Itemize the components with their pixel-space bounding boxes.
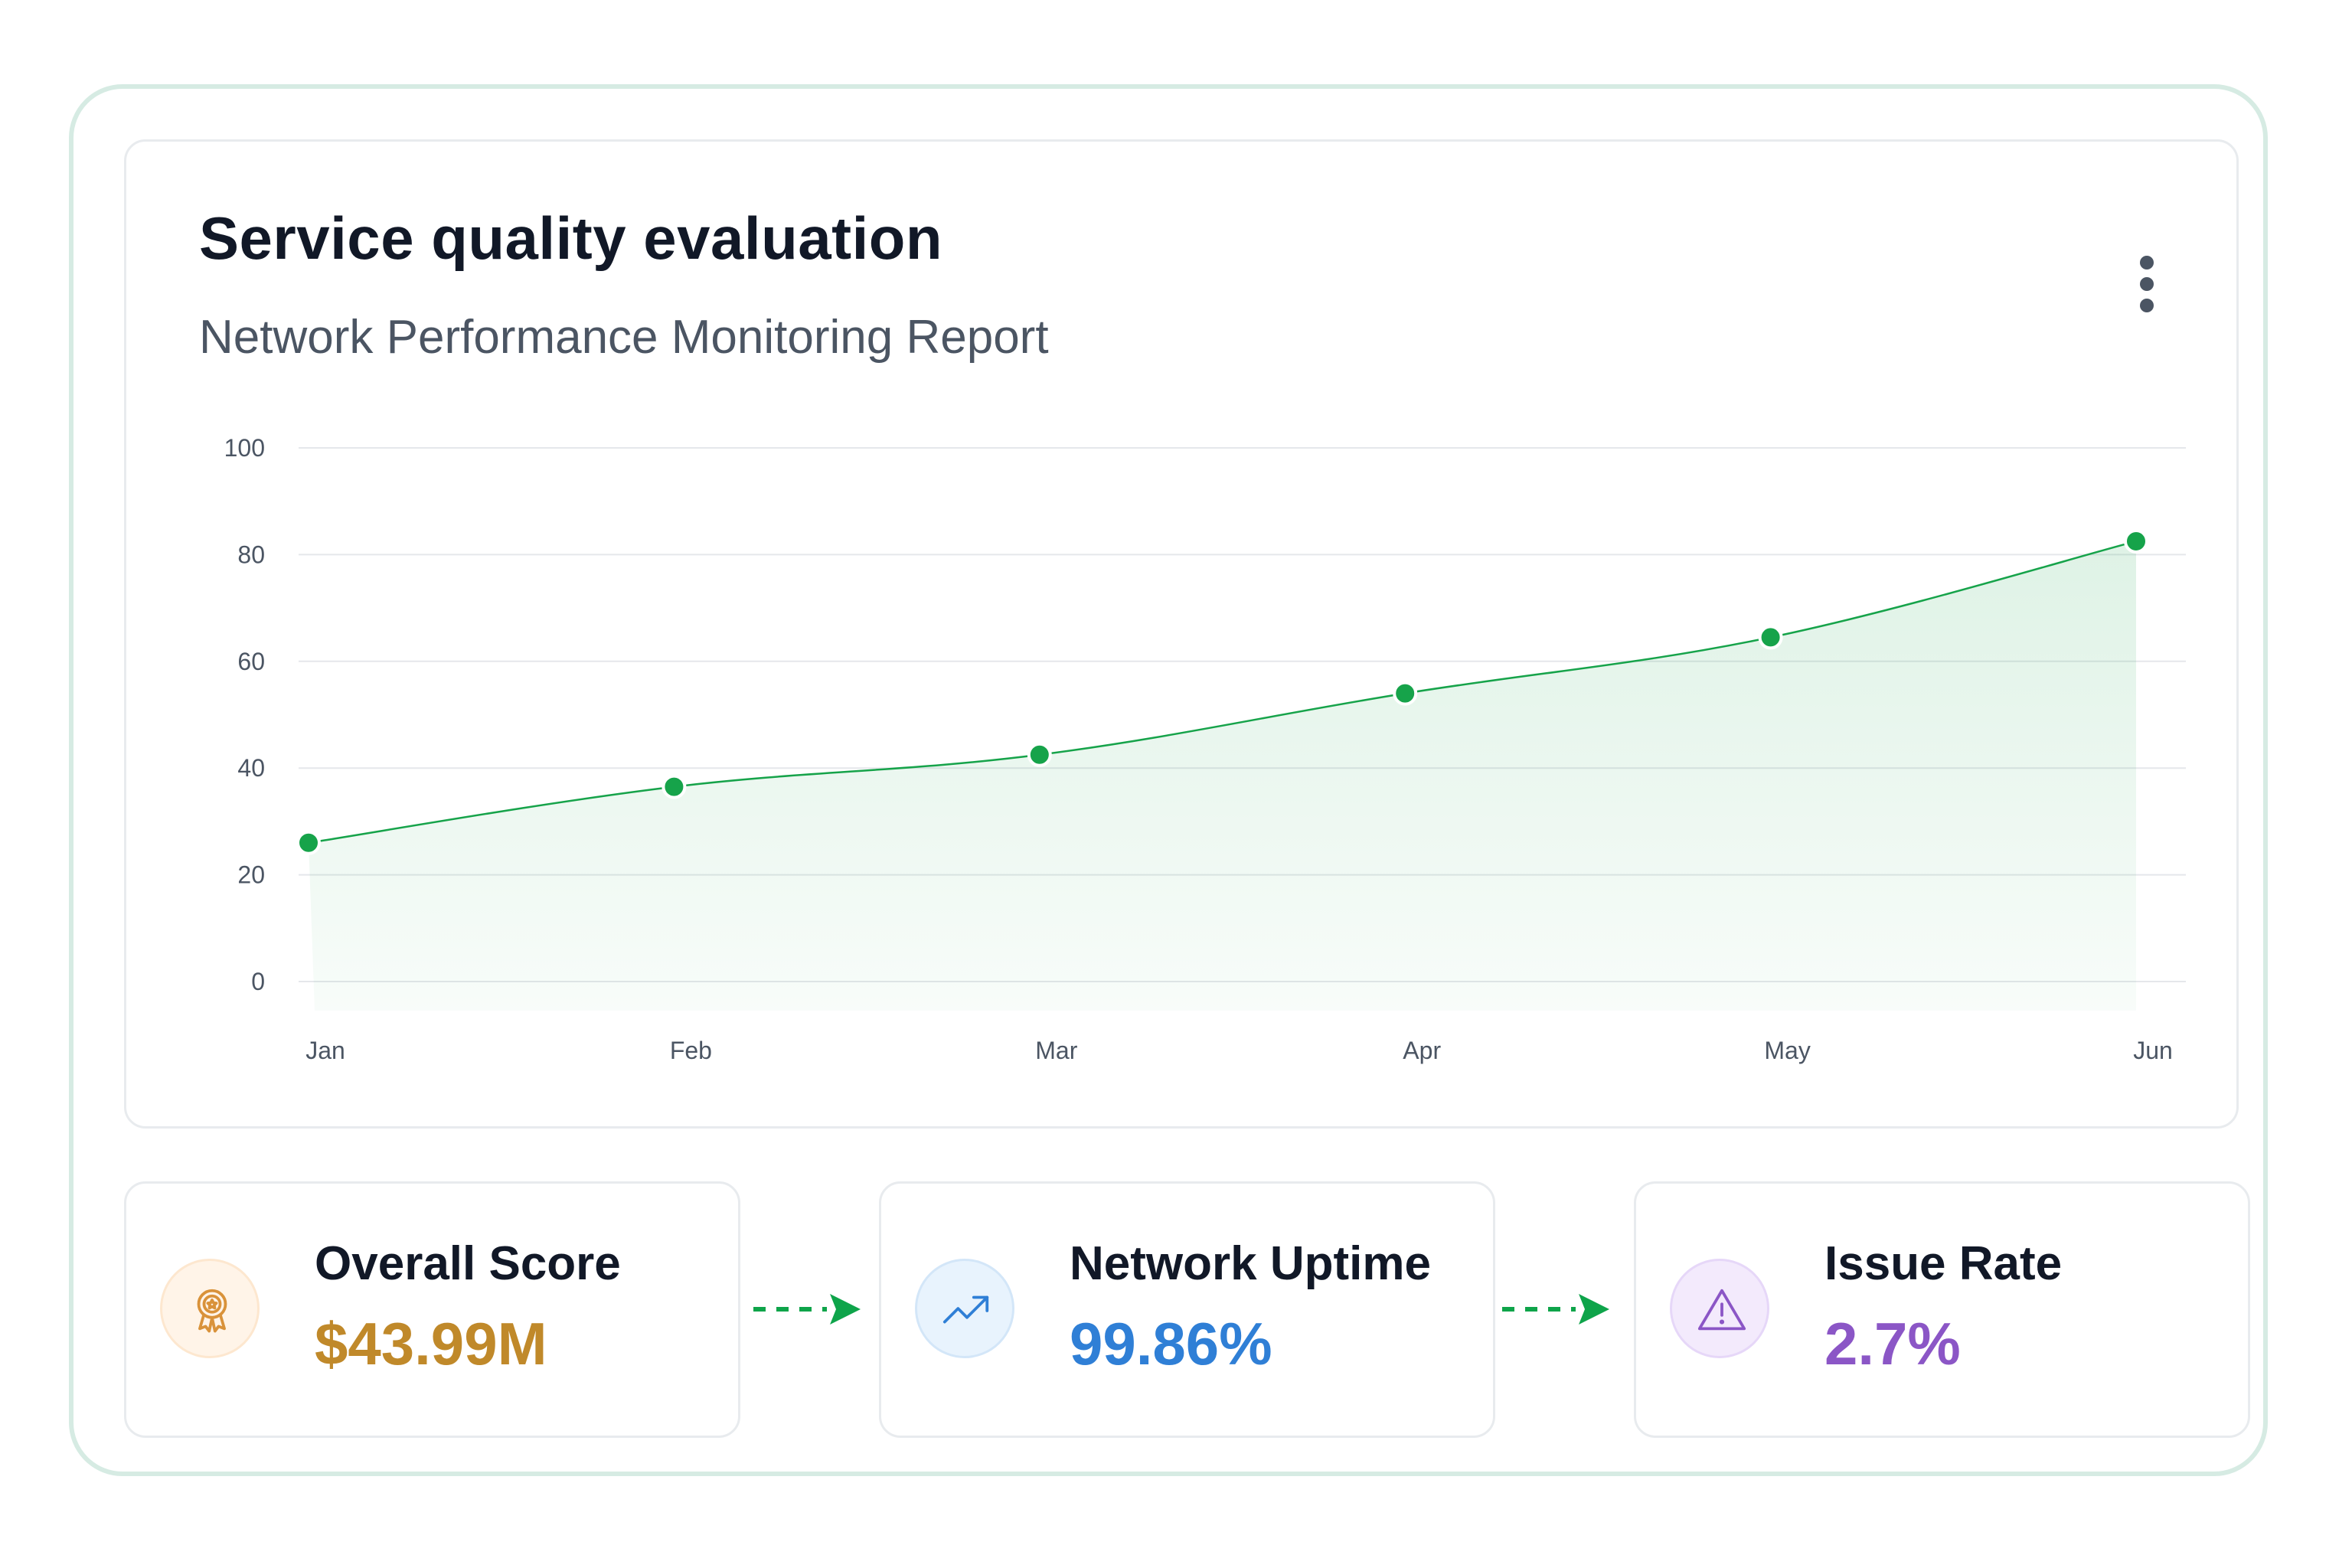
data-point[interactable] [1027, 742, 1052, 767]
x-tick-label: Jan [305, 1037, 345, 1064]
x-tick-label: Jun [2133, 1037, 2173, 1064]
chart-subtitle: Network Performance Monitoring Report [199, 311, 1049, 364]
flow-arrow-icon [1502, 1294, 1609, 1325]
stat-card-issue-rate: Issue Rate 2.7% [1634, 1181, 2250, 1438]
x-tick-label: Feb [670, 1037, 712, 1064]
y-tick-label: 0 [251, 968, 265, 995]
more-vertical-icon[interactable] [2124, 250, 2170, 318]
stat-label: Network Uptime [1070, 1237, 1431, 1290]
y-tick-label: 40 [237, 754, 265, 782]
award-icon [160, 1259, 260, 1358]
area-chart: 0 20 40 60 80 100 Jan Feb Mar Apr May Jun [224, 434, 2186, 1064]
stat-value: $43.99M [315, 1310, 547, 1377]
data-point[interactable] [2124, 528, 2148, 554]
data-point[interactable] [662, 774, 687, 799]
stat-card-network-uptime: Network Uptime 99.86% [879, 1181, 1495, 1438]
x-tick-label: Mar [1035, 1037, 1077, 1064]
stat-label: Overall Score [315, 1237, 621, 1290]
y-tick-label: 100 [224, 434, 265, 462]
stat-value: 2.7% [1824, 1310, 1961, 1377]
y-tick-label: 60 [237, 648, 265, 675]
alert-triangle-icon [1670, 1259, 1769, 1358]
y-tick-label: 80 [237, 541, 265, 568]
area-fill [309, 541, 2136, 1011]
flow-arrow-icon [753, 1294, 861, 1325]
stat-value: 99.86% [1070, 1310, 1272, 1377]
stat-card-overall-score: Overall Score $43.99M [124, 1181, 740, 1438]
series-line [308, 540, 2137, 844]
y-tick-label: 20 [237, 861, 265, 889]
x-tick-label: Apr [1403, 1037, 1441, 1064]
x-tick-label: May [1764, 1037, 1810, 1064]
data-point[interactable] [1393, 681, 1418, 706]
data-point[interactable] [1758, 625, 1783, 650]
data-point[interactable] [296, 830, 321, 855]
chart-title: Service quality evaluation [199, 204, 943, 272]
stat-label: Issue Rate [1824, 1237, 2063, 1290]
trending-up-icon [915, 1259, 1014, 1358]
